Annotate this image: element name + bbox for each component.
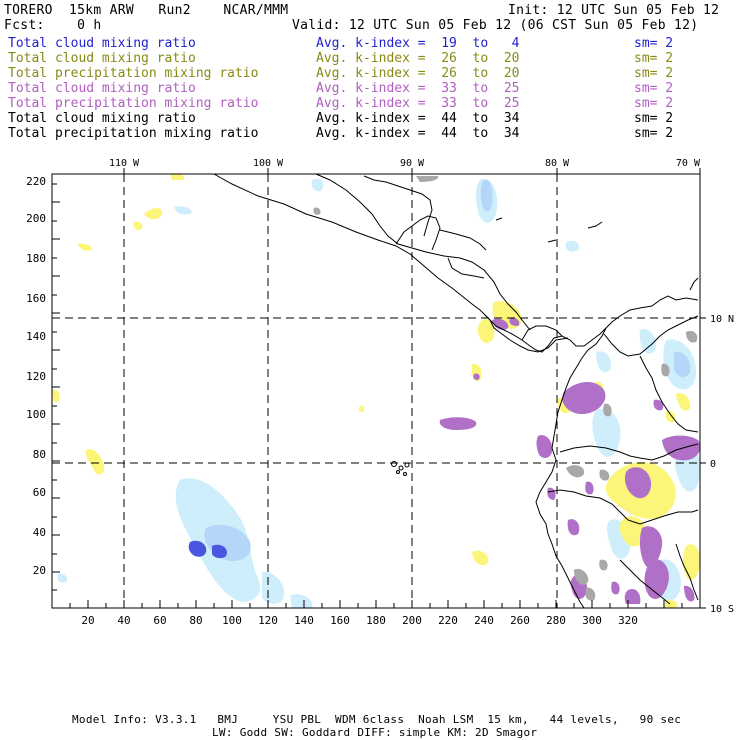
x-tick-label: 200 <box>402 614 422 627</box>
lon-labels: 110 W 100 W 90 W 80 W 70 W <box>109 158 701 169</box>
lon-label: 70 W <box>676 158 701 169</box>
legend-field: Total precipitation mixing ratio <box>8 66 259 81</box>
y-tick-label: 180 <box>26 252 46 265</box>
precip-purple <box>439 317 701 604</box>
model-physics: LW: Godd SW: Goddard DIFF: simple KM: 2D… <box>212 726 538 739</box>
forecast-hour: Fcst: 0 h <box>4 18 102 33</box>
y-tick-label: 100 <box>26 408 46 421</box>
legend-field: Total cloud mixing ratio <box>8 81 196 96</box>
y-tick-label: 40 <box>33 526 46 539</box>
legend-field: Total cloud mixing ratio <box>8 111 196 126</box>
y-tick-label: 60 <box>33 486 46 499</box>
lon-label: 80 W <box>545 158 570 169</box>
x-tick-label: 160 <box>330 614 350 627</box>
x-tick-label: 180 <box>366 614 386 627</box>
x-tick-label: 300 <box>582 614 602 627</box>
y-tick-label: 140 <box>26 330 46 343</box>
lon-label: 90 W <box>400 158 425 169</box>
legend-sm: sm= 2 <box>634 36 674 51</box>
cloud-dark-blue <box>188 540 227 559</box>
init-time: Init: 12 UTC Sun 05 Feb 12 <box>508 3 720 18</box>
x-tick-label: 20 <box>81 614 94 627</box>
lon-label: 110 W <box>109 158 140 169</box>
legend-field: Total cloud mixing ratio <box>8 51 196 66</box>
y-tick-label: 80 <box>33 448 46 461</box>
legend-index: Avg. k-index = 19 to 4 <box>316 36 520 51</box>
lat-label: 10 S <box>710 604 734 615</box>
coastline-yucatan <box>363 175 433 237</box>
legend-sm: sm= 2 <box>634 111 674 126</box>
border-central-america <box>395 215 487 279</box>
x-tick-label: 260 <box>510 614 530 627</box>
legend-sm: sm= 2 <box>634 81 674 96</box>
cloud-shading <box>52 173 701 608</box>
border-peru-brazil-bolivia <box>619 543 699 605</box>
model-title: TORERO 15km ARW Run2 NCAR/MMM <box>4 3 289 18</box>
legend-field: Total precipitation mixing ratio <box>8 126 259 141</box>
y-tick-label: 20 <box>33 564 46 577</box>
legend-index: Avg. k-index = 26 to 20 <box>316 66 520 81</box>
legend-index: Avg. k-index = 26 to 20 <box>316 51 520 66</box>
legend-sm: sm= 2 <box>634 66 674 81</box>
model-info: Model Info: V3.3.1 BMJ YSU PBL WDM 6clas… <box>72 713 682 726</box>
x-tick-label: 60 <box>153 614 166 627</box>
x-tick-label: 240 <box>474 614 494 627</box>
coastline-caribbean-islands <box>495 217 699 291</box>
x-tick-label: 220 <box>438 614 458 627</box>
y-tick-label: 220 <box>26 175 46 188</box>
legend-index: Avg. k-index = 44 to 34 <box>316 111 520 126</box>
lat-label: 0 <box>710 459 716 470</box>
x-tick-label: 120 <box>258 614 278 627</box>
x-tick-label: 280 <box>546 614 566 627</box>
y-index-labels: 220 200 180 160 140 120 100 80 60 40 20 <box>26 175 46 577</box>
lon-label: 100 W <box>253 158 284 169</box>
x-tick-label: 140 <box>294 614 314 627</box>
border-colombia-ecuador-peru <box>547 315 699 525</box>
coastline-caribbean-north <box>315 173 531 331</box>
y-tick-label: 160 <box>26 292 46 305</box>
x-tick-label: 80 <box>189 614 202 627</box>
legend-field: Total cloud mixing ratio <box>8 36 196 51</box>
legend-index: Avg. k-index = 33 to 25 <box>316 81 520 96</box>
latlon-grid <box>52 174 700 608</box>
coastlines <box>213 173 699 609</box>
valid-time: Valid: 12 UTC Sun 05 Feb 12 (06 CST Sun … <box>292 18 699 33</box>
y-tick-label: 120 <box>26 370 46 383</box>
precip-gray <box>313 176 698 601</box>
galapagos-islands <box>391 461 410 476</box>
coastline-mexico-central-america <box>213 173 607 353</box>
legend-sm: sm= 2 <box>634 51 674 66</box>
x-tick-label: 40 <box>117 614 130 627</box>
y-tick-label: 200 <box>26 212 46 225</box>
legend-sm: sm= 2 <box>634 126 674 141</box>
lat-label: 10 N <box>710 314 734 325</box>
x-index-labels: 20 40 60 80 100 120 140 160 180 200 220 … <box>81 614 638 627</box>
x-tick-label: 320 <box>618 614 638 627</box>
lat-labels: 10 N 0 10 S <box>710 314 734 615</box>
legend-index: Avg. k-index = 33 to 25 <box>316 96 520 111</box>
legend-sm: sm= 2 <box>634 96 674 111</box>
legend-index: Avg. k-index = 44 to 34 <box>316 126 520 141</box>
legend-field: Total precipitation mixing ratio <box>8 96 259 111</box>
x-tick-label: 100 <box>222 614 242 627</box>
axis-ticks <box>52 168 706 609</box>
